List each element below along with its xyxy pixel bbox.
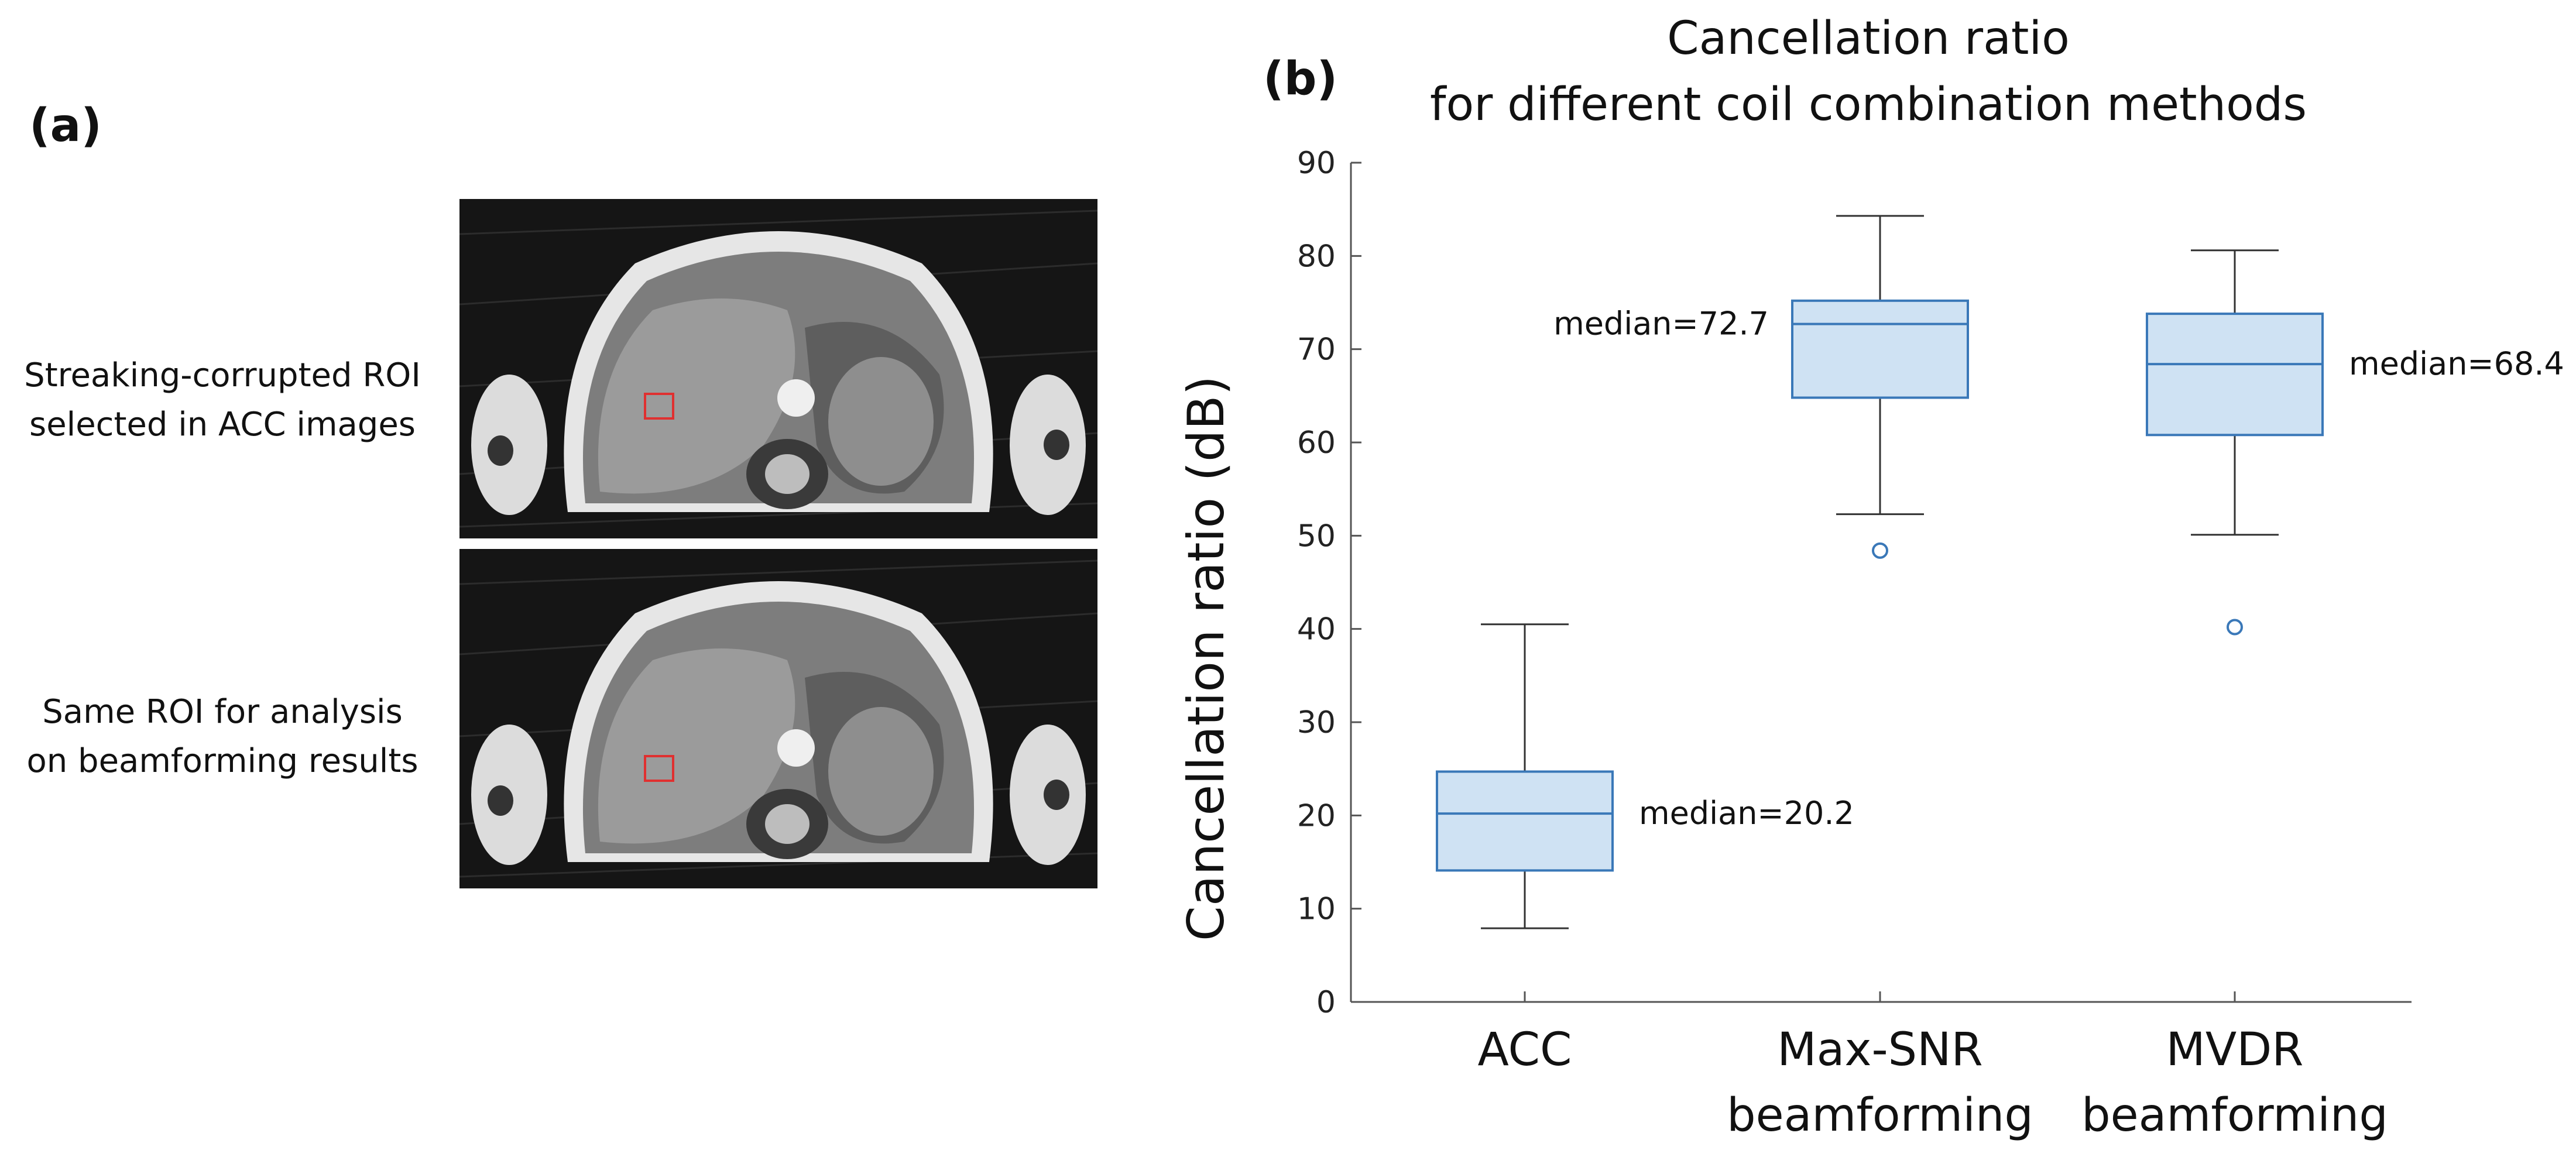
box-group: median=20.2: [1436, 623, 1854, 929]
median-label: median=72.7: [1553, 305, 1769, 342]
y-tick-label: 30: [1297, 705, 1336, 740]
x-category-label: beamforming: [2081, 1089, 2388, 1142]
x-category-label: Max-SNR: [1777, 1024, 1982, 1076]
panel-a-label: (a): [29, 99, 102, 152]
chart-axes: 0 10 20 30 40 50 60 70 80 90: [1297, 146, 2412, 1020]
y-tick-label: 90: [1297, 146, 1336, 181]
y-tick-label: 60: [1297, 425, 1336, 461]
bottom-caption-line-2: on beamforming results: [26, 742, 419, 780]
median-label: median=20.2: [1639, 795, 1854, 832]
top-mri-image: [459, 199, 1097, 540]
top-caption-line-2: selected in ACC images: [29, 406, 416, 444]
box-group: median=72.7: [1553, 215, 1969, 559]
panel-b-label: (b): [1263, 53, 1338, 105]
bottom-image-caption: Same ROI for analysis on beamforming res…: [0, 688, 445, 786]
y-tick-label: 70: [1297, 332, 1336, 368]
x-category-label: ACC: [1478, 1024, 1572, 1076]
chart-title-line-1: Cancellation ratio: [1667, 12, 2070, 65]
top-image-caption: Streaking-corrupted ROI selected in ACC …: [0, 351, 445, 449]
bottom-mri-image: [459, 548, 1097, 890]
iqr-box: [1791, 299, 1969, 399]
box-group: median=68.4: [2146, 249, 2564, 636]
roi-box-top: [644, 393, 674, 420]
y-tick-label: 40: [1297, 612, 1336, 647]
bottom-caption-line-1: Same ROI for analysis: [42, 693, 403, 731]
y-tick-label: 50: [1297, 519, 1336, 554]
y-tick-label: 0: [1316, 985, 1336, 1020]
iqr-box: [1436, 770, 1614, 872]
y-tick-label: 20: [1297, 798, 1336, 833]
x-category-label: MVDR: [2166, 1024, 2304, 1076]
mri-image-pair: [459, 199, 1097, 890]
chart-title-line-2: for different coil combination methods: [1430, 78, 2307, 131]
iqr-box: [2146, 313, 2324, 437]
x-category-labels: ACC Max-SNR beamforming MVDR beamforming: [1478, 1024, 2388, 1142]
y-axis-label: Cancellation ratio (dB): [1177, 376, 1236, 941]
y-tick-label: 80: [1297, 239, 1336, 274]
x-category-label: beamforming: [1727, 1089, 2033, 1142]
chart-boxes: median=20.2 median=72.7 median=68.4: [1436, 215, 2564, 929]
outlier-point: [2227, 619, 2243, 636]
outlier-point: [1872, 542, 1888, 559]
y-tick-label: 10: [1297, 892, 1336, 927]
roi-box-bottom: [644, 755, 674, 782]
top-caption-line-1: Streaking-corrupted ROI: [24, 356, 421, 394]
median-label: median=68.4: [2349, 345, 2564, 382]
